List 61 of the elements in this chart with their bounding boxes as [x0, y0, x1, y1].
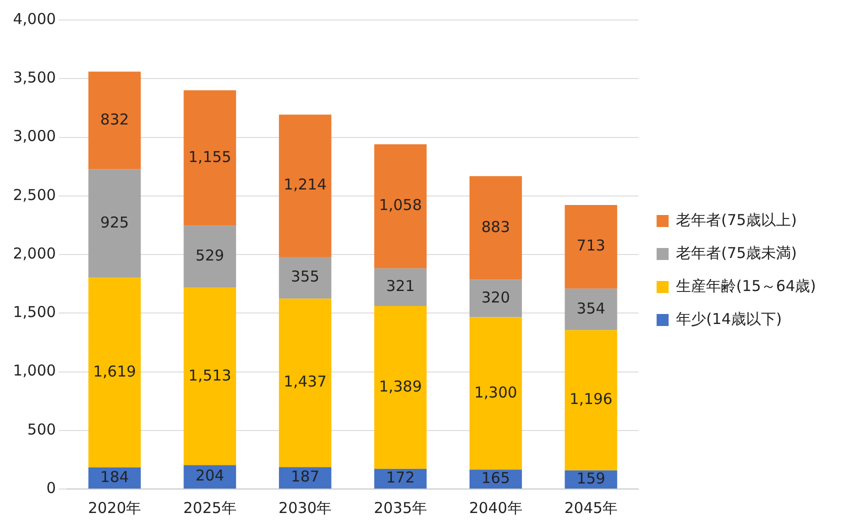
data-label: 1,619	[93, 362, 136, 380]
data-label: 354	[576, 299, 606, 318]
bar	[374, 306, 427, 469]
bar	[564, 205, 618, 289]
y-tick-label: 3,500	[12, 68, 56, 87]
data-label: 1,389	[378, 377, 422, 396]
y-tick-label: 3,000	[12, 127, 56, 146]
x-tick-label: 2045年	[564, 498, 618, 517]
y-tick-label: 1,500	[12, 303, 56, 322]
data-label: 1,214	[284, 176, 327, 194]
data-label: 172	[386, 468, 415, 487]
x-tick-label: 2035年	[374, 498, 428, 517]
data-label: 1,196	[570, 390, 612, 408]
bar	[184, 288, 236, 466]
data-label: 529	[196, 246, 224, 265]
data-label: 713	[576, 236, 606, 255]
bar	[184, 90, 236, 226]
bar	[470, 280, 522, 318]
data-label: 1,300	[474, 383, 518, 402]
y-tick-label: 2,000	[12, 244, 56, 262]
legend-label: 老年者(75歳未満)	[676, 244, 797, 262]
y-tick-label: 4,000	[12, 10, 56, 28]
bar	[184, 226, 236, 288]
y-tick-label: 1,000	[12, 362, 56, 380]
data-label: 1,437	[284, 372, 327, 391]
bar	[88, 169, 141, 278]
data-label: 320	[481, 288, 510, 306]
y-tick-label: 500	[27, 420, 56, 438]
bar	[278, 114, 332, 257]
data-label: 883	[481, 218, 510, 236]
data-label: 1,513	[188, 366, 232, 384]
bar	[88, 278, 141, 468]
legend-label: 年少(14歳以下)	[676, 310, 782, 328]
data-label: 204	[196, 466, 224, 485]
bar	[374, 144, 427, 268]
y-tick-label: 0	[46, 478, 56, 497]
y-tick-label: 2,500	[12, 186, 56, 204]
data-label: 184	[100, 468, 129, 486]
data-label: 159	[576, 469, 606, 488]
bar	[564, 330, 618, 470]
bar	[470, 176, 522, 280]
data-label: 187	[290, 468, 320, 486]
x-tick-label: 2030年	[278, 498, 332, 517]
bar	[564, 288, 618, 330]
data-label: 355	[290, 268, 320, 286]
data-label: 321	[386, 277, 415, 296]
x-tick-label: 2020年	[88, 498, 142, 517]
x-tick-label: 2040年	[469, 498, 522, 517]
data-label: 925	[100, 213, 129, 232]
x-tick-label: 2025年	[183, 498, 236, 517]
bar	[470, 317, 522, 470]
bar	[374, 268, 427, 306]
legend-label: 老年者(75歳以上)	[676, 210, 797, 229]
bar	[88, 72, 141, 170]
bar	[278, 298, 332, 468]
data-label: 1,155	[188, 148, 232, 166]
data-label: 832	[100, 110, 129, 128]
data-label: 165	[481, 468, 510, 487]
legend-label: 生産年齢(15～64歳)	[676, 276, 816, 295]
data-label: 1,058	[378, 196, 422, 214]
bar	[278, 256, 332, 299]
